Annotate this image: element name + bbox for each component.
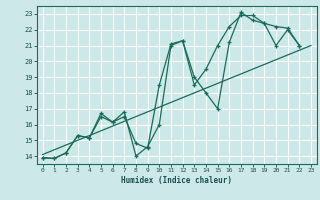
X-axis label: Humidex (Indice chaleur): Humidex (Indice chaleur)	[121, 176, 232, 185]
